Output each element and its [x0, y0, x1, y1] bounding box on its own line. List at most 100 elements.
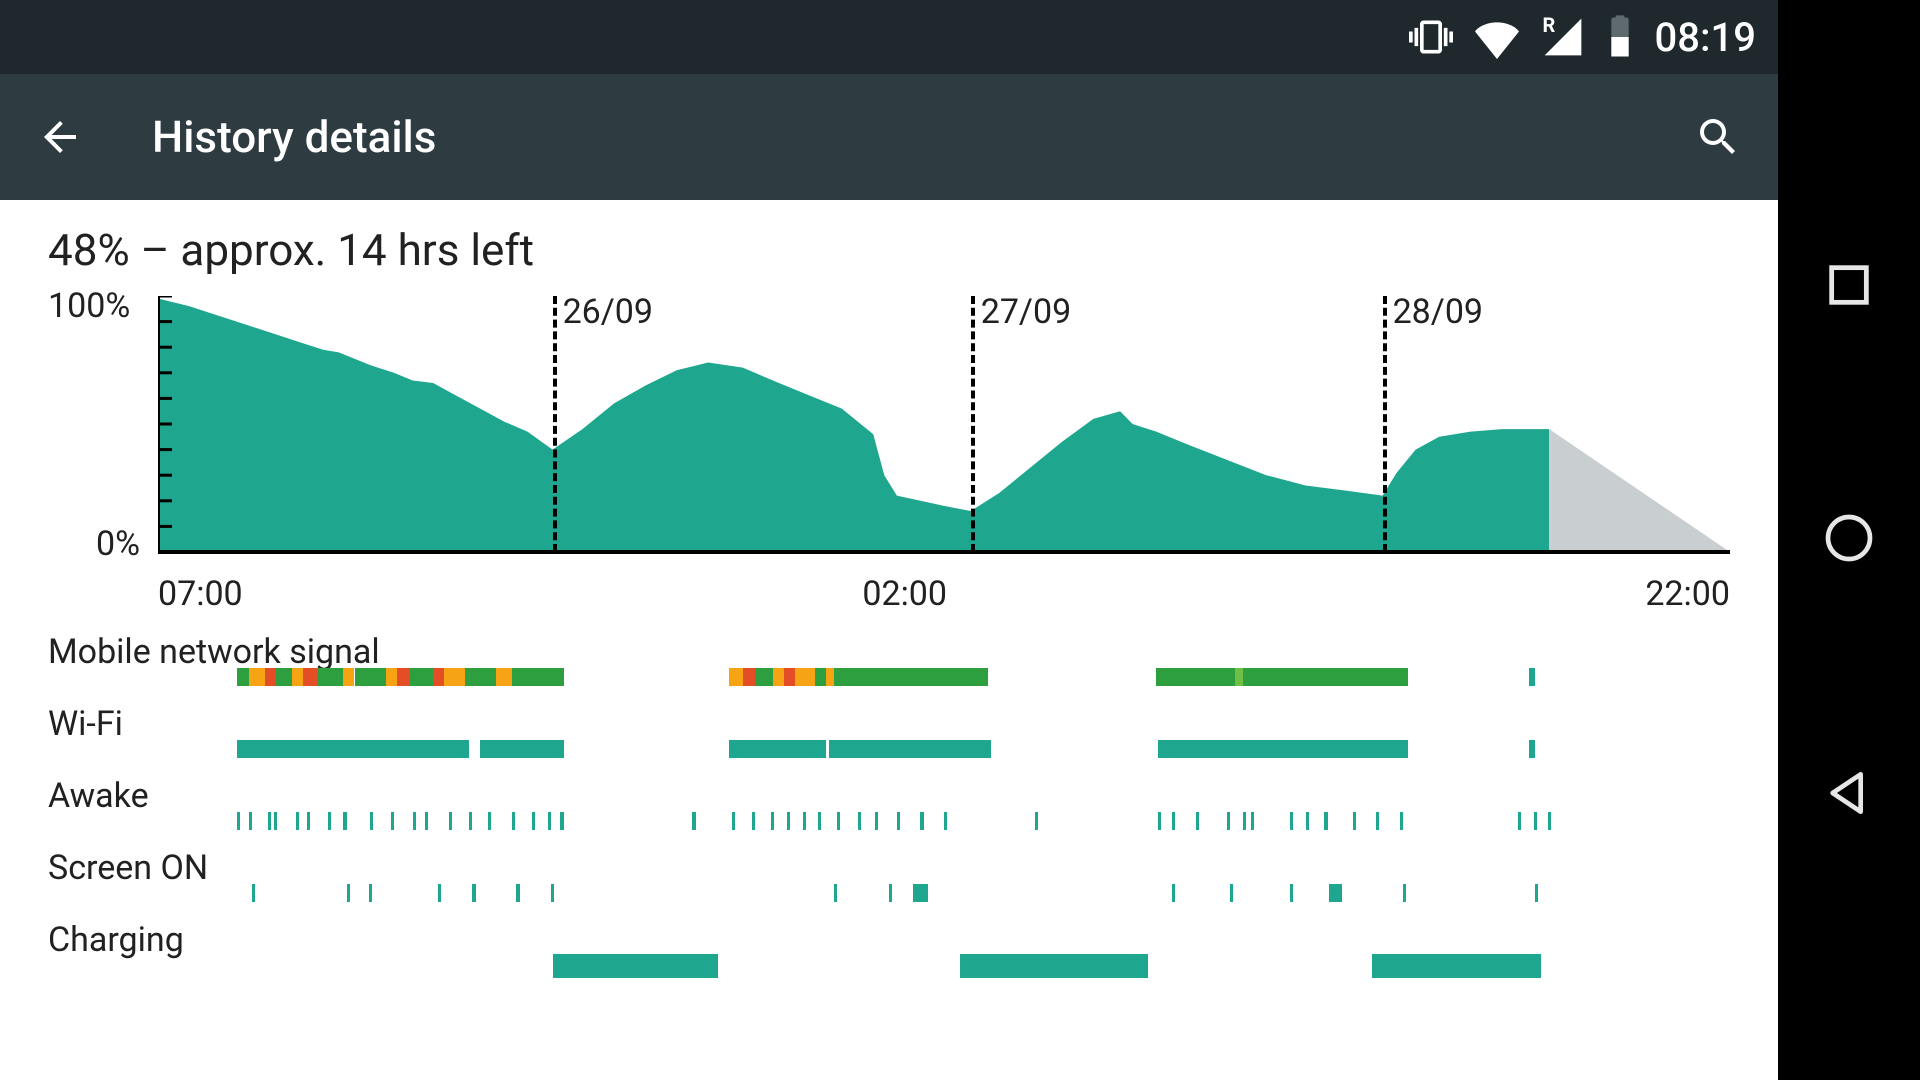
strip-segment	[1230, 884, 1233, 902]
strip-bar	[158, 954, 1730, 978]
strip-label: Screen ON	[48, 848, 1730, 888]
strip-segment	[1035, 812, 1038, 830]
strip-segment	[488, 812, 491, 830]
strip-segment	[512, 812, 515, 830]
back-nav-button[interactable]	[1821, 765, 1877, 821]
strip-segment	[755, 668, 772, 686]
strip-segment	[1372, 954, 1542, 978]
strip-segment	[818, 812, 821, 830]
strip-segment	[296, 812, 299, 830]
strip-segment	[826, 740, 829, 758]
strip-segment	[752, 812, 755, 830]
strip-segment	[438, 884, 441, 902]
strip-segment	[292, 668, 303, 686]
strip-segment	[1243, 812, 1246, 830]
strip-segment	[237, 740, 470, 758]
strip-segment	[425, 812, 428, 830]
content-panel: 48% – approx. 14 hrs left 100% 0% 26/092…	[0, 200, 1778, 1080]
app-bar: History details	[0, 74, 1778, 200]
strip-segment	[1290, 884, 1293, 902]
strip-label: Mobile network signal	[48, 632, 1730, 672]
strip-segment	[1235, 668, 1243, 686]
strip-segment	[1156, 668, 1408, 686]
strip-label: Awake	[48, 776, 1730, 816]
strip-segment	[1535, 884, 1538, 902]
strip-segment	[960, 954, 1149, 978]
date-marker-label: 28/09	[1393, 292, 1483, 332]
strip-segment	[370, 812, 373, 830]
strip-segment	[1548, 812, 1551, 830]
strip-segment	[386, 668, 397, 686]
android-nav-bar	[1778, 0, 1920, 1080]
date-marker-label: 27/09	[981, 292, 1071, 332]
y-label-100: 100%	[48, 286, 130, 326]
strip-segment	[343, 812, 346, 830]
strip-bar	[158, 668, 1730, 686]
strip-segment	[249, 668, 265, 686]
back-button[interactable]	[36, 113, 84, 161]
strip-segment	[889, 884, 892, 902]
strip-segment	[1227, 812, 1230, 830]
strip-row: Awake	[48, 776, 1730, 848]
x-axis-label: 07:00	[158, 574, 243, 614]
home-button[interactable]	[1821, 510, 1877, 566]
y-label-0: 0%	[96, 524, 140, 564]
strip-segment	[480, 740, 563, 758]
chart-svg	[158, 296, 1730, 566]
strip-segment	[787, 812, 790, 830]
strip-segment	[469, 812, 472, 830]
strip-segment	[803, 812, 806, 830]
strip-segment	[784, 668, 795, 686]
strip-bar	[158, 812, 1730, 830]
strip-segment	[355, 668, 386, 686]
strip-segment	[1403, 884, 1406, 902]
strip-segment	[837, 812, 840, 830]
strip-segment	[897, 812, 900, 830]
strip-segment	[318, 668, 343, 686]
strip-segment	[875, 812, 878, 830]
status-time: 08:19	[1655, 14, 1756, 61]
strip-segment	[729, 668, 743, 686]
strip-segment	[433, 668, 444, 686]
strip-segment	[1251, 812, 1254, 830]
strip-segment	[1329, 884, 1342, 902]
strip-segment	[449, 812, 452, 830]
strip-bar	[158, 884, 1730, 902]
strip-label: Wi-Fi	[48, 704, 1730, 744]
strip-segment	[795, 668, 815, 686]
vibrate-icon	[1409, 15, 1453, 59]
strip-segment	[410, 668, 434, 686]
battery-icon	[1607, 15, 1633, 59]
date-marker-line	[553, 296, 557, 552]
strip-segment	[1400, 812, 1403, 830]
strip-segment	[834, 884, 837, 902]
strip-segment	[1196, 812, 1199, 830]
strip-segment	[1534, 812, 1537, 830]
strip-segment	[397, 668, 410, 686]
strip-segment	[1529, 668, 1535, 686]
strip-segment	[252, 884, 255, 902]
strip-segment	[858, 812, 861, 830]
strip-segment	[551, 884, 554, 902]
strip-segment	[347, 884, 350, 902]
signal-icon: R	[1541, 15, 1585, 59]
strip-segment	[532, 812, 535, 830]
strip-segment	[1172, 884, 1175, 902]
x-axis-label: 02:00	[862, 574, 947, 614]
strip-row: Mobile network signal	[48, 632, 1730, 704]
strip-segment	[472, 884, 475, 902]
strip-segment	[391, 812, 394, 830]
search-button[interactable]	[1694, 113, 1742, 161]
strip-segment	[553, 954, 718, 978]
strip-segment	[303, 668, 319, 686]
strip-segment	[343, 668, 354, 686]
strip-segment	[274, 812, 277, 830]
strip-segment	[265, 668, 276, 686]
strip-segment	[249, 812, 252, 830]
strip-bar	[158, 740, 1730, 758]
date-marker-line	[1383, 296, 1387, 552]
strip-segment	[1376, 812, 1379, 830]
strip-segment	[1290, 812, 1293, 830]
strip-segment	[1353, 812, 1356, 830]
recent-apps-button[interactable]	[1823, 259, 1875, 311]
